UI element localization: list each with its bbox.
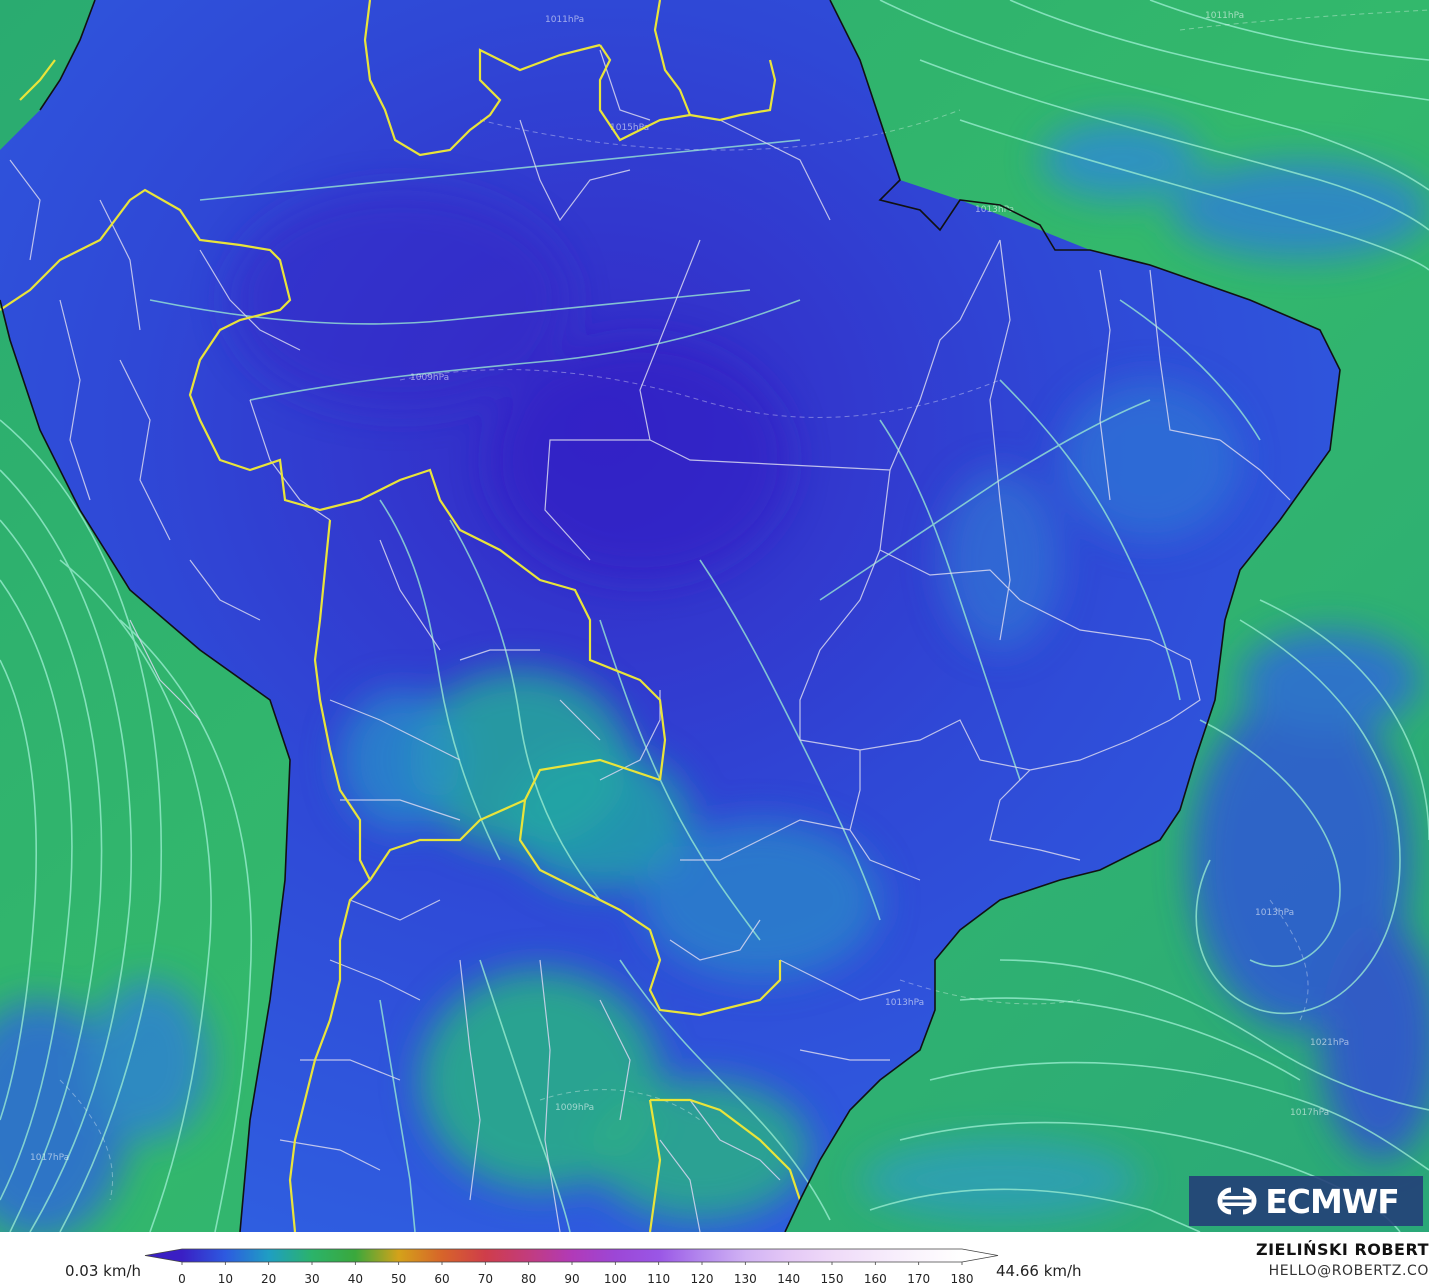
country-borders: [0, 0, 802, 1232]
wind-streamlines: [0, 0, 1429, 1232]
state-borders: [9, 49, 1291, 1232]
colorbar-tick-label: 20: [261, 1272, 276, 1286]
colorbar-tick-label: 30: [304, 1272, 319, 1286]
colorbar-tick-label: 90: [564, 1272, 579, 1286]
pressure-label: 1009hPa: [555, 1103, 594, 1113]
pressure-label: 1013hPa: [1255, 908, 1294, 918]
legend-max-label: 44.66 km/h: [996, 1262, 1082, 1280]
pressure-label: 1009hPa: [410, 373, 449, 383]
colorbar-tick-label: 110: [647, 1272, 670, 1286]
pressure-label: 1017hPa: [30, 1153, 69, 1163]
colorbar-tick-label: 130: [734, 1272, 757, 1286]
coastline: [0, 0, 1341, 1232]
colorbar-tick-label: 100: [604, 1272, 627, 1286]
colorbar-tick-label: 160: [864, 1272, 887, 1286]
pressure-label: 1011hPa: [545, 15, 584, 25]
author-credit: ZIELIŃSKI ROBERT: [1255, 1240, 1429, 1259]
colorbar-tick-label: 180: [951, 1272, 974, 1286]
pressure-label: 1011hPa: [1205, 11, 1244, 21]
legend-min-label: 0.03 km/h: [65, 1262, 142, 1280]
colorbar-tick-label: 80: [521, 1272, 536, 1286]
wind-map: 1011hPa 1013hPa 1009hPa 1011hPa 1013hPa …: [0, 0, 1429, 1232]
colorbar-tick-label: 60: [434, 1272, 449, 1286]
colorbar-tick-label: 40: [348, 1272, 363, 1286]
colorbar-tick-label: 10: [218, 1272, 233, 1286]
colorbar-tick-label: 150: [821, 1272, 844, 1286]
colorbar-tick-label: 0: [178, 1272, 186, 1286]
colorbar-tick-label: 50: [391, 1272, 406, 1286]
pressure-label: 1015hPa: [610, 123, 649, 133]
author-email: HELLO@ROBERTZ.CO: [1268, 1263, 1429, 1279]
ecmwf-logo: ECMWF: [1189, 1176, 1423, 1226]
land-wind-patches: [230, 190, 1240, 1220]
colorbar: 0 10 20 30 40 50 60 70 80 90 100 110 120 130 140 150 160…: [144, 1248, 999, 1286]
colorbar-tick-label: 70: [478, 1272, 493, 1286]
colorbar-tick-label: 140: [777, 1272, 800, 1286]
colorbar-gradient: [144, 1248, 999, 1263]
ecmwf-logo-icon: [1217, 1187, 1257, 1215]
colorbar-tick-label: 170: [907, 1272, 930, 1286]
colorbar-tick-label: 120: [691, 1272, 714, 1286]
logo-text: ECMWF: [1265, 1181, 1400, 1221]
pressure-label: 1017hPa: [1290, 1108, 1329, 1118]
pressure-label: 1013hPa: [975, 205, 1014, 215]
pressure-label: 1013hPa: [885, 998, 924, 1008]
colorbar-ticks: 0 10 20 30 40 50 60 70 80 90 100 110 120 130 140 150 160…: [178, 1262, 973, 1286]
pressure-labels: 1011hPa 1013hPa 1009hPa 1011hPa 1013hPa …: [30, 11, 1349, 1163]
pressure-label: 1021hPa: [1310, 1038, 1349, 1048]
